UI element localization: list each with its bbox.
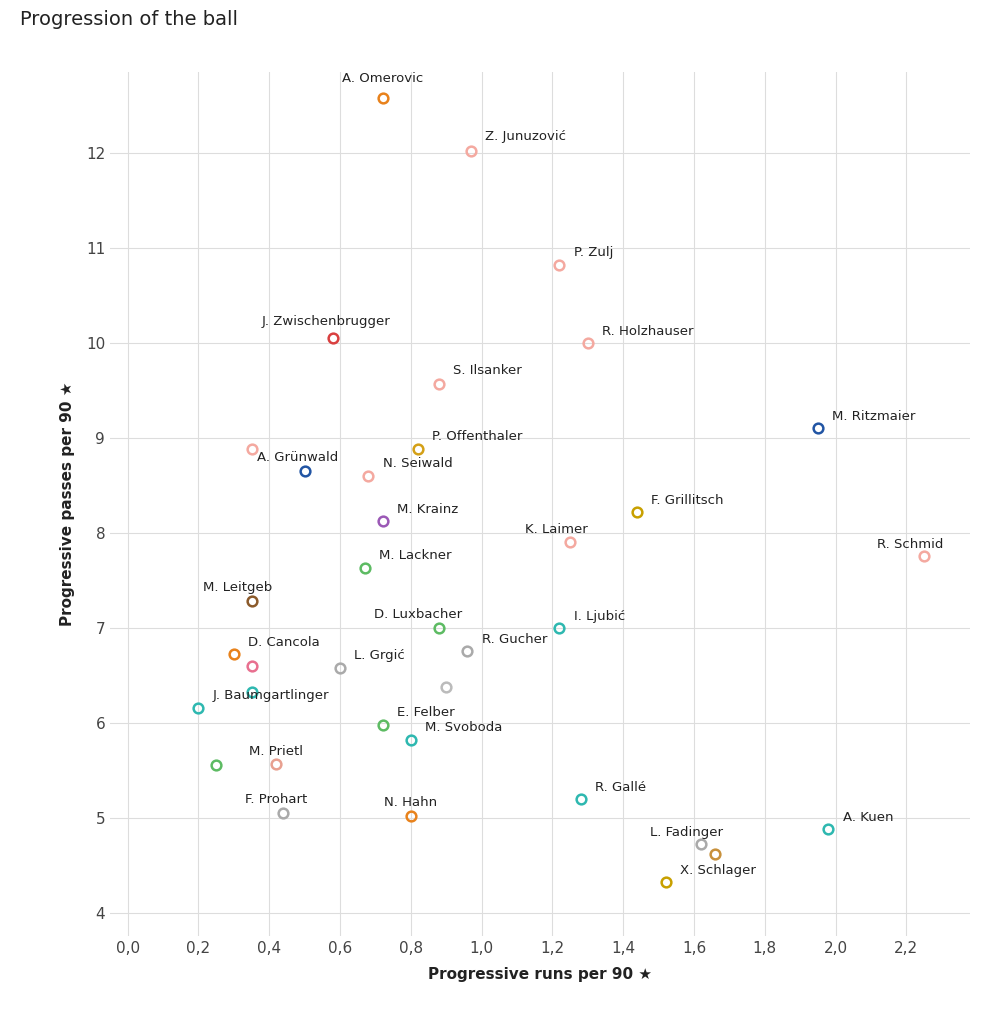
Text: A. Kuen: A. Kuen [843,811,893,824]
Text: Progression of the ball: Progression of the ball [20,10,238,29]
Text: N. Seiwald: N. Seiwald [383,457,452,470]
Text: X. Schlager: X. Schlager [680,863,756,877]
Text: N. Hahn: N. Hahn [384,796,437,809]
Text: L. Fadinger: L. Fadinger [650,825,723,839]
Text: P. Offenthaler: P. Offenthaler [432,430,522,443]
Text: M. Svoboda: M. Svoboda [425,721,502,734]
Text: L. Grgić: L. Grgić [354,649,405,662]
Text: M. Lackner: M. Lackner [379,549,451,562]
Text: M. Prietl: M. Prietl [249,745,303,757]
Text: D. Luxbacher: D. Luxbacher [374,608,462,622]
Text: D. Cancola: D. Cancola [248,636,320,648]
Text: R. Schmid: R. Schmid [877,538,943,551]
Text: E. Felber: E. Felber [397,706,454,719]
Text: J. Zwischenbrugger: J. Zwischenbrugger [262,316,390,328]
Text: F. Prohart: F. Prohart [245,793,307,807]
Text: R. Holzhauser: R. Holzhauser [602,325,693,338]
Text: R. Gallé: R. Gallé [595,781,646,794]
Text: Z. Junuzović: Z. Junuzović [485,131,566,143]
Text: A. Omerovic: A. Omerovic [342,72,423,85]
Text: M. Krainz: M. Krainz [397,502,458,516]
Text: S. Ilsanker: S. Ilsanker [453,364,522,377]
Text: J. Baumgartlinger: J. Baumgartlinger [213,688,329,702]
Text: P. Zulj: P. Zulj [574,246,613,259]
Text: I. Ljubić: I. Ljubić [574,610,625,623]
Text: K. Laimer: K. Laimer [525,523,587,535]
Text: F. Grillitsch: F. Grillitsch [651,494,724,507]
Y-axis label: Progressive passes per 90 ★: Progressive passes per 90 ★ [60,382,75,627]
Text: A. Grünwald: A. Grünwald [257,452,338,464]
Text: M. Ritzmaier: M. Ritzmaier [832,411,915,424]
Text: R. Gucher: R. Gucher [482,633,547,646]
Text: M. Leitgeb: M. Leitgeb [203,581,272,595]
X-axis label: Progressive runs per 90 ★: Progressive runs per 90 ★ [428,967,652,983]
